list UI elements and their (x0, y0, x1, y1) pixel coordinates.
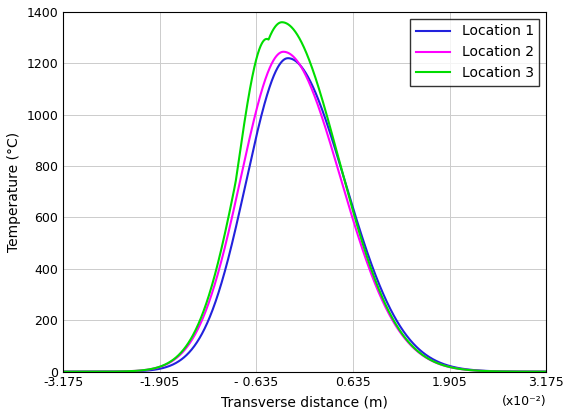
Location 2 (533, 369, 540, 374)
Location 2 (245, 141, 252, 146)
Location 3 (533, 369, 540, 374)
Location 2 (60, 369, 67, 374)
Location 2 (266, 66, 273, 71)
Location 3 (245, 95, 252, 100)
Location 1 (245, 168, 252, 173)
Location 1 (543, 369, 550, 374)
Location 1 (60, 369, 67, 374)
Location 3 (279, 20, 286, 25)
Legend: Location 1, Location 2, Location 3: Location 1, Location 2, Location 3 (410, 19, 539, 86)
Line: Location 1: Location 1 (63, 58, 546, 371)
Location 2 (143, 367, 150, 372)
Location 3 (543, 369, 550, 374)
Location 1 (115, 369, 122, 374)
Location 3 (266, 35, 273, 40)
Y-axis label: Temperature (°C): Temperature (°C) (7, 132, 21, 252)
Location 2 (280, 49, 287, 54)
Text: (x10⁻²): (x10⁻²) (501, 395, 546, 408)
Location 3 (481, 369, 488, 374)
Location 1 (533, 369, 540, 374)
Location 2 (481, 369, 488, 374)
Location 3 (115, 369, 122, 374)
Location 2 (115, 369, 122, 374)
Location 3 (60, 369, 67, 374)
Line: Location 2: Location 2 (63, 52, 546, 371)
Location 3 (143, 367, 150, 372)
Location 2 (543, 369, 550, 374)
Location 1 (143, 368, 150, 373)
Location 1 (266, 85, 273, 90)
Location 1 (481, 368, 488, 373)
Location 1 (284, 56, 291, 61)
Line: Location 3: Location 3 (63, 22, 546, 371)
X-axis label: Transverse distance (m): Transverse distance (m) (222, 395, 388, 409)
